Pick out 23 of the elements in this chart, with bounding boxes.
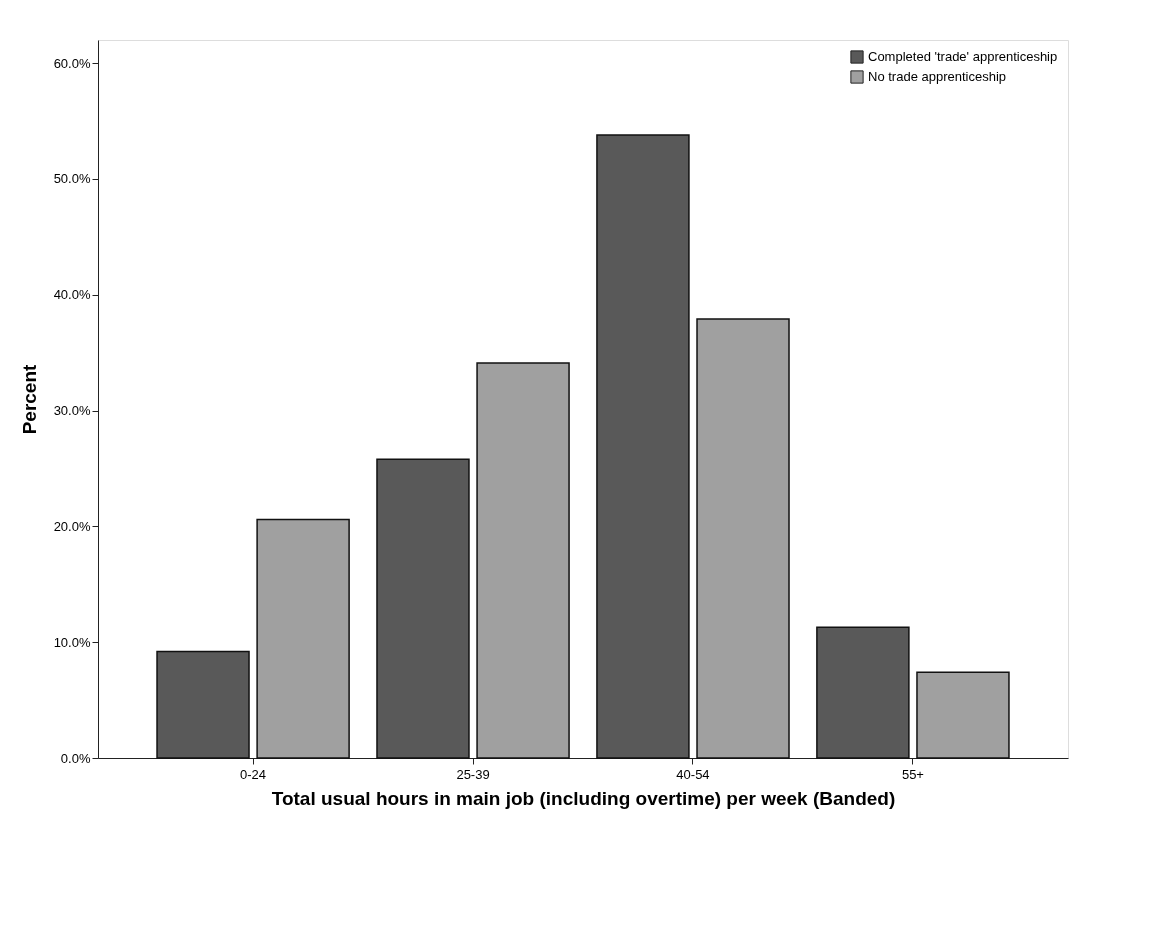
y-tick-label: 0.0%: [60, 750, 91, 766]
y-tick-label: 40.0%: [53, 287, 91, 303]
bar: [476, 362, 570, 759]
x-axis-title: Total usual hours in main job (including overtime) per week (Banded): [271, 787, 896, 809]
x-tick-label: 40-54: [676, 766, 710, 782]
bar: [156, 650, 250, 759]
y-tick-label: 30.0%: [53, 403, 91, 419]
bar: [376, 458, 470, 759]
x-tick-label: 55+: [901, 766, 924, 782]
legend-label: No trade apprenticeship: [868, 69, 1007, 84]
bar: [256, 518, 350, 759]
bar: [696, 318, 790, 759]
y-tick-label: 20.0%: [53, 518, 91, 534]
y-axis-title: Percent: [18, 363, 40, 435]
bar: [916, 671, 1010, 759]
x-tick-label: 25-39: [456, 766, 490, 782]
y-tick-label: 50.0%: [53, 171, 91, 187]
bar: [596, 134, 690, 759]
legend-label: Completed 'trade' apprenticeship: [868, 49, 1058, 64]
y-tick-label: 60.0%: [53, 55, 91, 71]
y-tick-label: 10.0%: [53, 634, 91, 650]
bar: [816, 626, 910, 759]
x-tick-label: 0-24: [240, 766, 267, 782]
